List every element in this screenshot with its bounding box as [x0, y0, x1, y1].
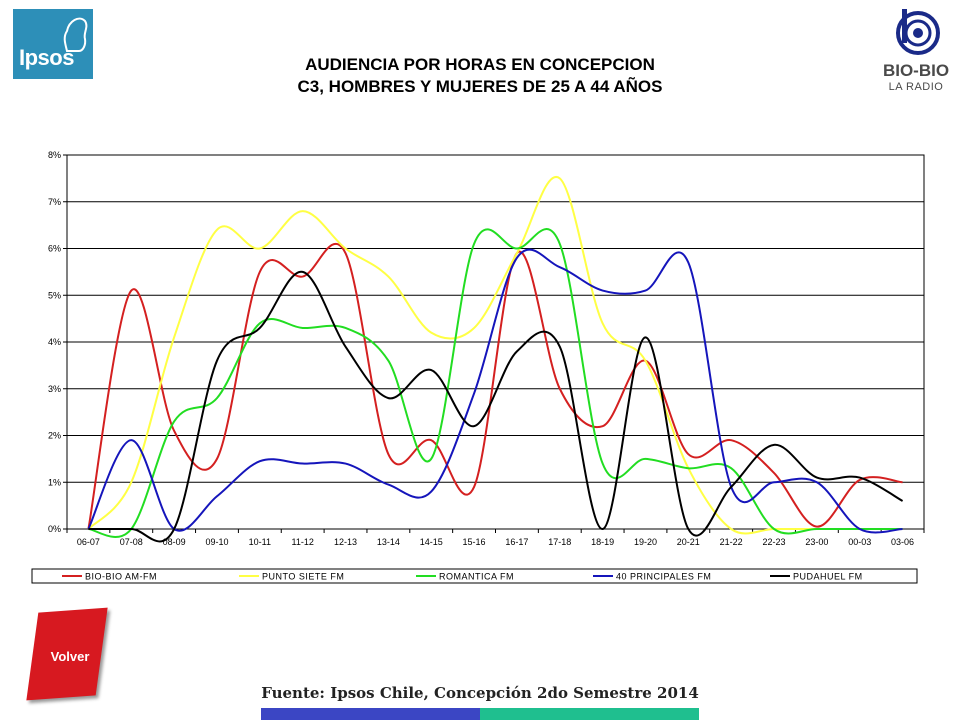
chart-title: AUDIENCIA POR HORAS EN CONCEPCION C3, HO…: [180, 54, 780, 98]
x-tick-label: 08-09: [163, 537, 186, 547]
footer-bar-teal: [480, 708, 699, 720]
ipsos-head-icon: [63, 17, 88, 52]
series-line: [88, 228, 903, 538]
ipsos-logo: Ipsos: [13, 9, 93, 79]
footer-bar-blue: [261, 708, 480, 720]
y-tick-label: 8%: [48, 150, 61, 160]
brand-subtitle: LA RADIO: [888, 81, 944, 93]
y-tick-label: 0%: [48, 524, 61, 534]
x-tick-label: 14-15: [420, 537, 443, 547]
x-tick-label: 21-22: [720, 537, 743, 547]
x-tick-label: 07-08: [120, 537, 143, 547]
x-tick-label: 22-23: [763, 537, 786, 547]
ipsos-logo-text: Ipsos: [19, 45, 74, 70]
legend-label: BIO-BIO AM-FM: [85, 572, 157, 582]
y-tick-label: 5%: [48, 290, 61, 300]
series-line: [88, 270, 904, 543]
series-line: [87, 248, 903, 534]
y-tick-label: 2%: [48, 431, 61, 441]
x-tick-label: 11-12: [291, 537, 313, 547]
x-tick-label: 10-11: [249, 537, 271, 547]
x-tick-label: 17-18: [548, 537, 571, 547]
x-tick-label: 15-16: [463, 537, 486, 547]
x-tick-label: 00-03: [848, 537, 871, 547]
legend-label: PUNTO SIETE FM: [262, 572, 344, 582]
chart-title-line-1: AUDIENCIA POR HORAS EN CONCEPCION: [305, 55, 655, 74]
series-line: [87, 242, 903, 530]
y-tick-label: 1%: [48, 477, 61, 487]
x-tick-label: 16-17: [505, 537, 528, 547]
source-note: Fuente: Ipsos Chile, Concepción 2do Seme…: [261, 684, 699, 702]
x-tick-label: 23-00: [805, 537, 828, 547]
series-line: [87, 175, 903, 535]
x-tick-label: 18-19: [591, 537, 614, 547]
y-tick-label: 7%: [48, 197, 61, 207]
y-tick-label: 4%: [48, 337, 61, 347]
legend-label: 40 PRINCIPALES FM: [616, 572, 711, 582]
x-tick-label: 20-21: [677, 537, 700, 547]
legend-label: PUDAHUEL FM: [793, 572, 863, 582]
x-tick-label: 13-14: [377, 537, 400, 547]
volver-button-label: Volver: [50, 649, 90, 664]
x-tick-label: 03-06: [891, 537, 914, 547]
volver-button[interactable]: Volver: [22, 605, 112, 705]
brand-name: BIO-BIO: [882, 61, 950, 80]
chart-title-line-2: C3, HOMBRES Y MUJERES DE 25 A 44 AÑOS: [297, 77, 663, 96]
x-tick-label: 12-13: [334, 537, 357, 547]
x-tick-label: 09-10: [205, 537, 228, 547]
legend-label: ROMANTICA FM: [439, 572, 514, 582]
bio-bio-logo: BIO-BIO LA RADIO: [880, 5, 952, 97]
radio-wave-icon: [896, 9, 940, 55]
y-tick-label: 6%: [48, 244, 61, 254]
legend-box: [31, 568, 918, 584]
y-tick-label: 3%: [48, 384, 61, 394]
x-tick-label: 19-20: [634, 537, 657, 547]
x-tick-label: 06-07: [77, 537, 100, 547]
